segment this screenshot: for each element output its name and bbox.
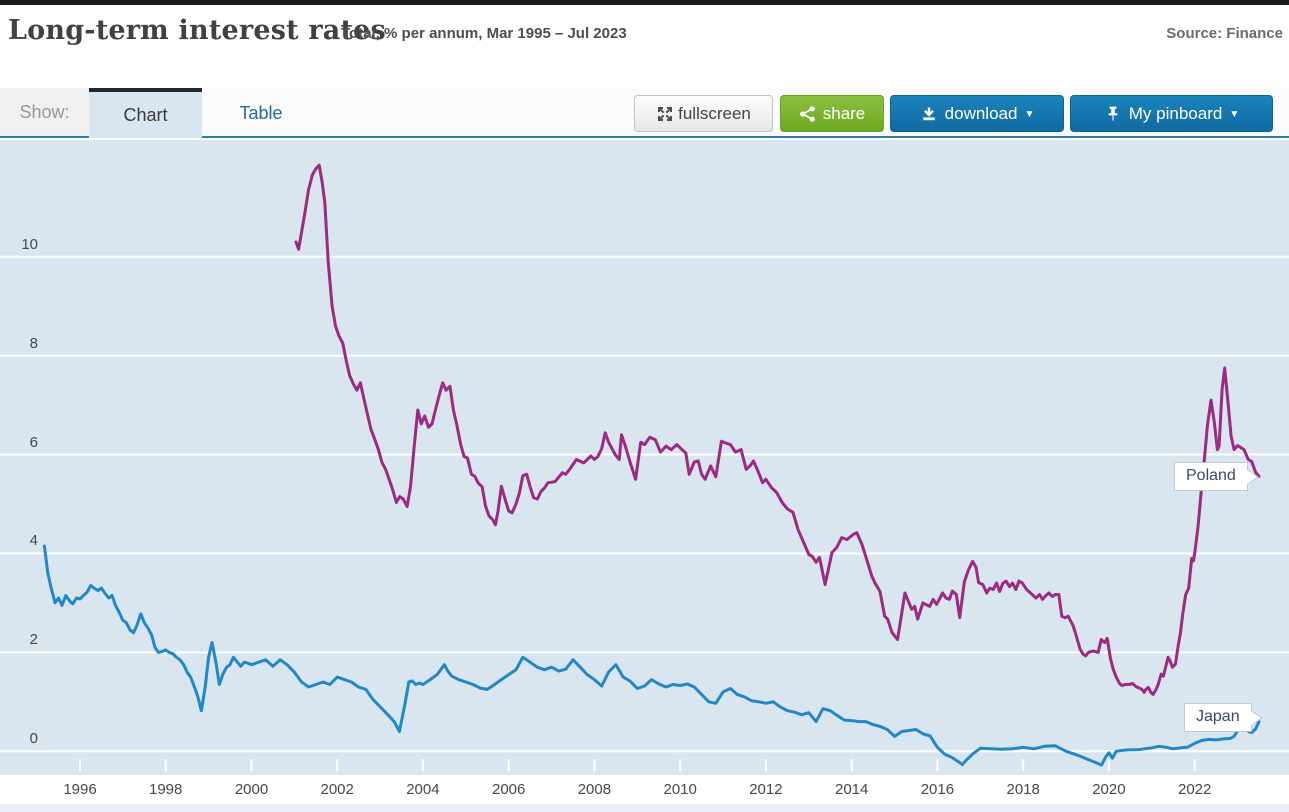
- toolbar: Show: Chart Table fullscreen share downl…: [0, 88, 1289, 138]
- tab-chart[interactable]: Chart: [89, 88, 202, 138]
- tab-table[interactable]: Table: [202, 88, 320, 138]
- source-label: Source: Finance: [1166, 25, 1283, 42]
- x-axis-label: 2012: [749, 781, 783, 798]
- x-axis-label: 2016: [920, 781, 955, 798]
- x-axis-label: 2006: [492, 781, 526, 798]
- bottom-strip: [0, 804, 1289, 812]
- x-axis-label: 2008: [577, 781, 612, 798]
- toolbar-underline: [0, 136, 1289, 138]
- share-button[interactable]: share: [780, 95, 884, 132]
- x-axis-label: 2004: [406, 781, 440, 798]
- download-button-label: download: [944, 103, 1018, 123]
- my-pinboard-button[interactable]: My pinboard ▼: [1070, 95, 1273, 132]
- x-axis-label: 2010: [663, 781, 697, 798]
- caret-down-icon: ▼: [1229, 108, 1240, 120]
- x-axis-label: 2018: [1006, 781, 1040, 798]
- y-axis-label: 6: [29, 433, 38, 451]
- x-axis-label: 2020: [1092, 781, 1126, 798]
- y-axis-label: 10: [21, 235, 38, 253]
- y-axis-label: 2: [29, 631, 38, 649]
- x-axis-label: 2000: [234, 781, 269, 798]
- chart-area: 0 2 4 6 8 10 1996 1998 2000 2002 2004 2006 2008 2010…: [0, 140, 1289, 812]
- fullscreen-button[interactable]: fullscreen: [634, 95, 773, 132]
- download-icon: [920, 105, 938, 123]
- share-icon: [799, 105, 816, 123]
- x-axis-label: 1998: [149, 781, 183, 798]
- x-axis-label: 1996: [63, 781, 97, 798]
- fullscreen-icon: [656, 105, 674, 123]
- y-axis-label: 8: [29, 334, 38, 352]
- series-label-japan: Japan: [1184, 703, 1263, 732]
- caret-down-icon: ▼: [1024, 108, 1035, 120]
- show-label: Show:: [0, 88, 89, 136]
- x-axis-labels: 1996 1998 2000 2002 2004 2006 2008 2010 2012 2014…: [0, 781, 1289, 803]
- pin-icon: [1104, 105, 1122, 123]
- plot-area[interactable]: 0 2 4 6 8 10: [0, 140, 1289, 775]
- chart-svg: [0, 163, 1289, 772]
- y-axis-label: 0: [29, 730, 38, 748]
- page-subtitle: Total, % per annum, Mar 1995 – Jul 2023: [341, 25, 627, 42]
- share-button-label: share: [822, 103, 866, 123]
- header: Long-term interest rates Total, % per an…: [0, 5, 1289, 88]
- x-axis-label: 2002: [320, 781, 354, 798]
- top-black-bar: [0, 0, 1289, 5]
- my-pinboard-button-label: My pinboard: [1128, 103, 1223, 123]
- series-label-poland: Poland: [1174, 462, 1259, 491]
- x-axis-label: 2022: [1178, 781, 1212, 798]
- y-axis-label: 4: [29, 532, 38, 550]
- x-axis-label: 2014: [835, 781, 869, 798]
- download-button[interactable]: download ▼: [890, 95, 1064, 132]
- fullscreen-button-label: fullscreen: [678, 103, 751, 123]
- page-title: Long-term interest rates: [8, 15, 386, 46]
